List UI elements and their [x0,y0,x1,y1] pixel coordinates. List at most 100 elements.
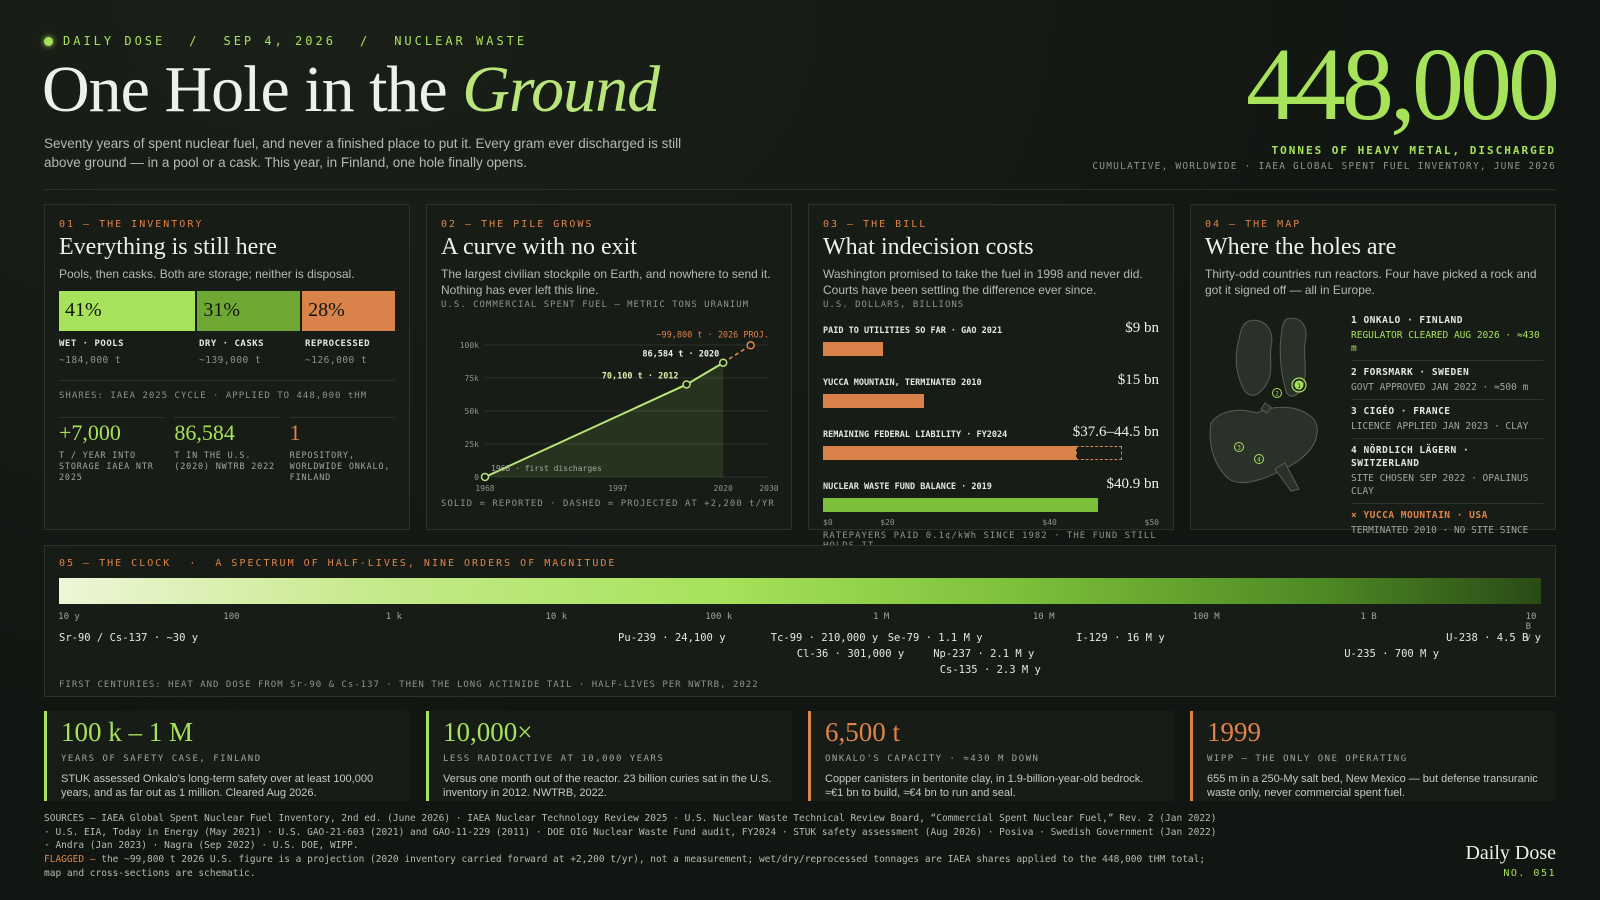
chart-title: U.S. COMMERCIAL SPENT FUEL — METRIC TONS… [441,300,750,310]
site-name: 1 ONKALO · FINLAND [1351,315,1463,326]
panel-map: 04 — THE MAP Where the holes are Thirty-… [1190,204,1556,536]
panel-heading: Where the holes are [1205,234,1397,260]
cost-label: REMAINING FEDERAL LIABILITY · FY2024 [823,430,1008,440]
site-detail: REGULATOR CLEARED AUG 2026 · ≈430 m [1351,330,1540,354]
hero-number: 448,000 [1246,27,1560,142]
annotation-projection: ~99,800 t · 2026 PROJ. [656,330,769,340]
cost-label: YUCCA MOUNTAIN, TERMINATED 2010 [823,378,982,388]
card-key: ONKALO'S CAPACITY · ≈430 M DOWN [825,754,1040,764]
site-marker-label: 2 [1275,391,1279,398]
annotation-2012: 70,100 t · 2012 [602,371,679,381]
storage-share-bar: 41% 31% 28% [59,291,395,331]
cost-value: $15 bn [1117,372,1159,388]
series-line-projected [722,344,752,364]
x-tick-label: 2020 [714,484,733,493]
site-name: 3 CIGÉO · FRANCE [1351,406,1451,417]
europe-map: 1 2 3 4 [1209,317,1318,492]
fact-card: 10,000× LESS RADIOACTIVE AT 10,000 YEARS… [426,711,792,801]
panel-heading: Everything is still here [59,234,277,260]
map-shape-denmark [1260,402,1272,414]
cost-bar [823,342,884,356]
isotope-labels: Sr-90 / Cs-137 · ~30 y Pu-239 · 24,100 y T… [59,632,1541,692]
card-value: 1999 [1207,717,1261,747]
isotope-label: Cs-135 · 2.3 M y [939,664,1041,676]
site-item: 2 FORSMARK · SWEDEN GOVT APPROVED JAN 20… [1351,361,1543,400]
kicker-topic: NUCLEAR WASTE [394,34,528,48]
panel-tag: 03 — THE BILL [823,219,928,230]
share-label-dry: DRY · CASKS ~139,000 t [199,339,305,366]
isotope-label: Cl-36 · 301,000 y [796,648,905,660]
cost-bar [823,498,1098,512]
kicker: DAILY DOSE / SEP 4, 2026 / NUCLEAR WASTE [44,34,527,48]
stat-repository: 1 REPOSITORY, WORLDWIDE ONKALO, FINLAND [289,417,395,484]
panel-description: The largest civilian stockpile on Earth,… [441,267,771,297]
stat-label: T IN THE U.S. (2020) NWTRB 2022 [174,451,275,472]
site-marker-label: 3 [1237,445,1241,452]
kicker-separator: / [189,34,200,48]
card-value: 100 k – 1 M [61,717,194,747]
site-marker-label: 1 [1297,383,1301,390]
stat-value: 86,584 [174,420,235,445]
panel-bill: 03 — THE BILL What indecision costs Wash… [808,204,1174,551]
cost-value: $9 bn [1125,320,1159,336]
site-name: × YUCCA MOUNTAIN · USA [1351,510,1488,521]
share-label-reprocessed: REPROCESSED ~126,000 t [305,339,371,366]
sources: SOURCES — IAEA Global Spent Nuclear Fuel… [44,813,1217,851]
card-description: Copper canisters in bentonite clay, in 1… [825,773,1144,799]
flagged-note: FLAGGED — the ~99,800 t 2026 U.S. figure… [44,853,1224,880]
page-title: One Hole in the Ground [42,52,660,128]
log-tick-label: 10 M [1032,612,1055,622]
card-key: LESS RADIOACTIVE AT 10,000 YEARS [443,754,665,764]
site-item: 4 NÖRDLICH LÄGERN · SWITZERLAND SITE CHO… [1351,439,1543,504]
isotope-label: Sr-90 / Cs-137 · ~30 y [59,632,199,644]
stat-annual: +7,000 T / YEAR INTO STORAGE IAEA NTR 20… [59,417,165,484]
card-value: 10,000× [443,717,533,747]
cost-row: NUCLEAR WASTE FUND BALANCE · 2019 $40.9 … [823,476,1159,518]
isotope-label: Tc-99 · 210,000 y [770,632,879,644]
panel-inventory: 01 — THE INVENTORY Everything is still h… [44,204,410,530]
share-segment-dry: 31% [197,291,301,331]
isotope-label: U-235 · 700 M y [1344,648,1440,660]
x-tick-label: 1968 [475,484,494,493]
site-marker-label: 4 [1257,457,1261,464]
clock-footnote: FIRST CENTURIES: HEAT AND DOSE FROM Sr-9… [59,680,759,690]
live-dot-icon [44,36,53,46]
data-point [718,358,728,367]
cost-axis: $0 $20 $40 $50 [823,518,1159,527]
kicker-brand: DAILY DOSE [63,34,166,48]
stat-value: 1 [289,420,301,445]
x-tick-label: 2030 [759,484,778,493]
axis-tick: $20 [880,518,895,527]
stat-us: 86,584 T IN THE U.S. (2020) NWTRB 2022 [174,417,280,484]
cost-row: PAID TO UTILITIES SO FAR · GAO 2021 $9 b… [823,320,1159,362]
data-point-projected [746,341,755,350]
isotope-label: Np-237 · 2.1 M y [933,648,1035,660]
half-life-gradient [59,578,1541,604]
axis-tick: $0 [823,518,833,527]
stat-label: T / YEAR INTO STORAGE IAEA NTR 2025 [59,451,154,483]
site-item-cancelled: × YUCCA MOUNTAIN · USA TERMINATED 2010 ·… [1351,504,1543,542]
site-detail: SITE CHOSEN SEP 2022 · OPALINUS CLAY [1351,473,1529,497]
y-tick-label: 100k [460,341,479,350]
log-tick-label: 100 M [1192,612,1220,622]
map-shape-scandinavia-west [1235,319,1273,396]
data-point [682,380,691,389]
data-point [480,472,490,482]
clock-separator: · [189,558,198,569]
site-marker-3 [1234,442,1244,452]
site-detail: LICENCE APPLIED JAN 2023 · CLAY [1351,421,1529,432]
share-tonnage: ~184,000 t [59,355,122,366]
shares-note: SHARES: IAEA 2025 CYCLE · APPLIED TO 448… [59,380,395,401]
card-key: YEARS OF SAFETY CASE, FINLAND [61,754,262,764]
axis-tick: $50 [1144,518,1159,527]
site-marker-ring [1291,377,1307,393]
log-tick-label: 10 B y [1525,612,1537,642]
card-description: Versus one month out of the reactor. 23 … [443,773,772,799]
y-tick-label: 0 [474,473,479,482]
hero-source: CUMULATIVE, WORLDWIDE · IAEA GLOBAL SPEN… [1092,161,1556,172]
map-shape-continent [1209,406,1318,484]
area-fill [485,362,724,477]
title-emphasis: Ground [462,53,660,126]
hero-caption: TONNES OF HEAVY METAL, DISCHARGED [1271,144,1556,157]
panel-pile: 02 — THE PILE GROWS A curve with no exit… [426,204,792,530]
